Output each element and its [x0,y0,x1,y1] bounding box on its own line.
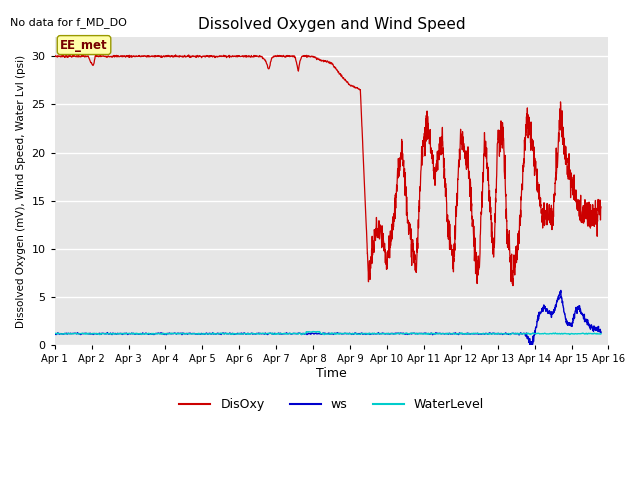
X-axis label: Time: Time [316,367,347,380]
ws [532,325,540,331]
DisOxy [577,202,584,207]
WaterLevel [369,330,376,336]
ws [557,288,564,293]
DisOxy [527,127,534,132]
Line: DisOxy: DisOxy [54,55,601,286]
ws [51,331,58,337]
WaterLevel [506,332,514,337]
Line: ws: ws [54,290,601,345]
WaterLevel [309,329,317,335]
WaterLevel [399,331,407,336]
DisOxy [51,53,58,59]
WaterLevel [383,331,391,336]
Line: WaterLevel: WaterLevel [54,332,601,335]
ws [353,331,360,336]
ws [529,342,536,348]
Legend: DisOxy, ws, WaterLevel: DisOxy, ws, WaterLevel [174,393,489,416]
WaterLevel [523,331,531,336]
WaterLevel [51,330,58,336]
ws [235,331,243,336]
WaterLevel [84,330,92,336]
DisOxy [172,52,179,58]
DisOxy [517,194,525,200]
Title: Dissolved Oxygen and Wind Speed: Dissolved Oxygen and Wind Speed [198,17,465,32]
ws [541,304,549,310]
DisOxy [597,204,605,210]
ws [597,330,605,336]
DisOxy [443,218,451,224]
Text: EE_met: EE_met [60,38,108,51]
WaterLevel [466,331,474,336]
DisOxy [115,54,123,60]
DisOxy [314,55,322,61]
DisOxy [509,283,517,288]
Y-axis label: Dissolved Oxygen (mV), Wind Speed, Water Lvl (psi): Dissolved Oxygen (mV), Wind Speed, Water… [16,55,26,328]
WaterLevel [597,331,605,336]
Text: No data for f_MD_DO: No data for f_MD_DO [10,17,127,28]
ws [128,330,136,336]
ws [566,323,574,328]
